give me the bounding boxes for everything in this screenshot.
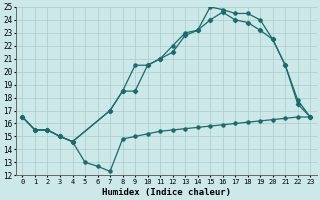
- X-axis label: Humidex (Indice chaleur): Humidex (Indice chaleur): [102, 188, 231, 197]
